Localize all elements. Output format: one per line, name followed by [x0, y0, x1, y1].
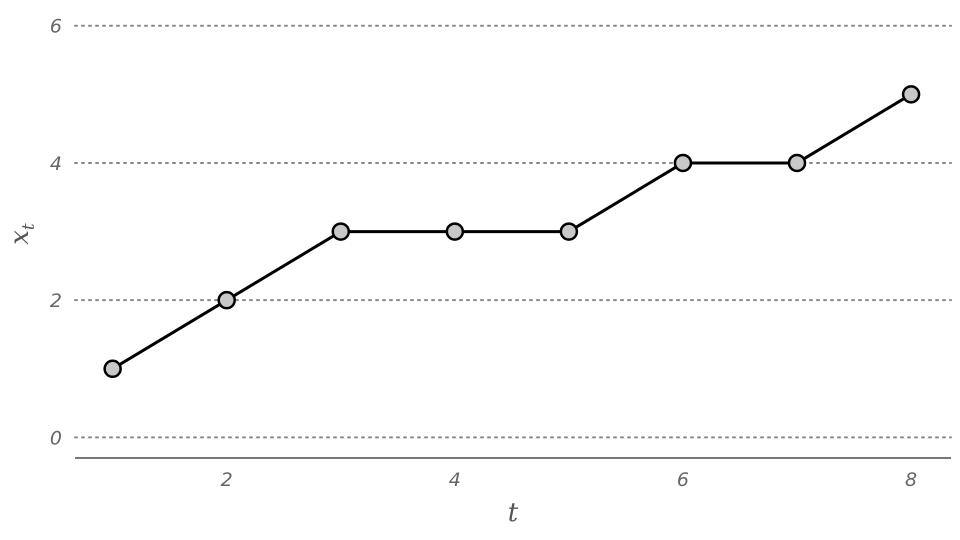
- data-point-t6: [673, 153, 693, 173]
- data-point-t2: [217, 290, 236, 310]
- y-tick-label-4: 4: [50, 153, 62, 175]
- series: [103, 85, 921, 379]
- y-tick-label-2: 2: [50, 290, 62, 312]
- data-point-t3: [331, 222, 351, 241]
- x-tick-label-6: 6: [677, 469, 689, 491]
- y-axis-title-base: x: [5, 230, 35, 245]
- data-point-t7: [787, 153, 807, 173]
- data-point-t1: [103, 359, 122, 379]
- x-tick-label-2: 2: [221, 469, 233, 491]
- y-axis-title-subscript: t: [19, 223, 39, 230]
- x-tick-label-8: 8: [905, 469, 917, 491]
- y-tick-labels: 0 2 4 6: [50, 16, 62, 450]
- x-tick-labels: 2 4 6 8: [221, 469, 917, 491]
- series-line-0: [111, 93, 912, 371]
- data-point-t8: [901, 85, 921, 104]
- y-tick-label-6: 6: [50, 16, 62, 38]
- y-tick-label-0: 0: [50, 427, 62, 449]
- y-axis-title: xt: [5, 223, 39, 245]
- data-point-t5: [559, 222, 579, 241]
- data-point-t4: [445, 222, 465, 241]
- x-axis-title: t: [508, 498, 519, 528]
- x-tick-label-4: 4: [449, 469, 461, 491]
